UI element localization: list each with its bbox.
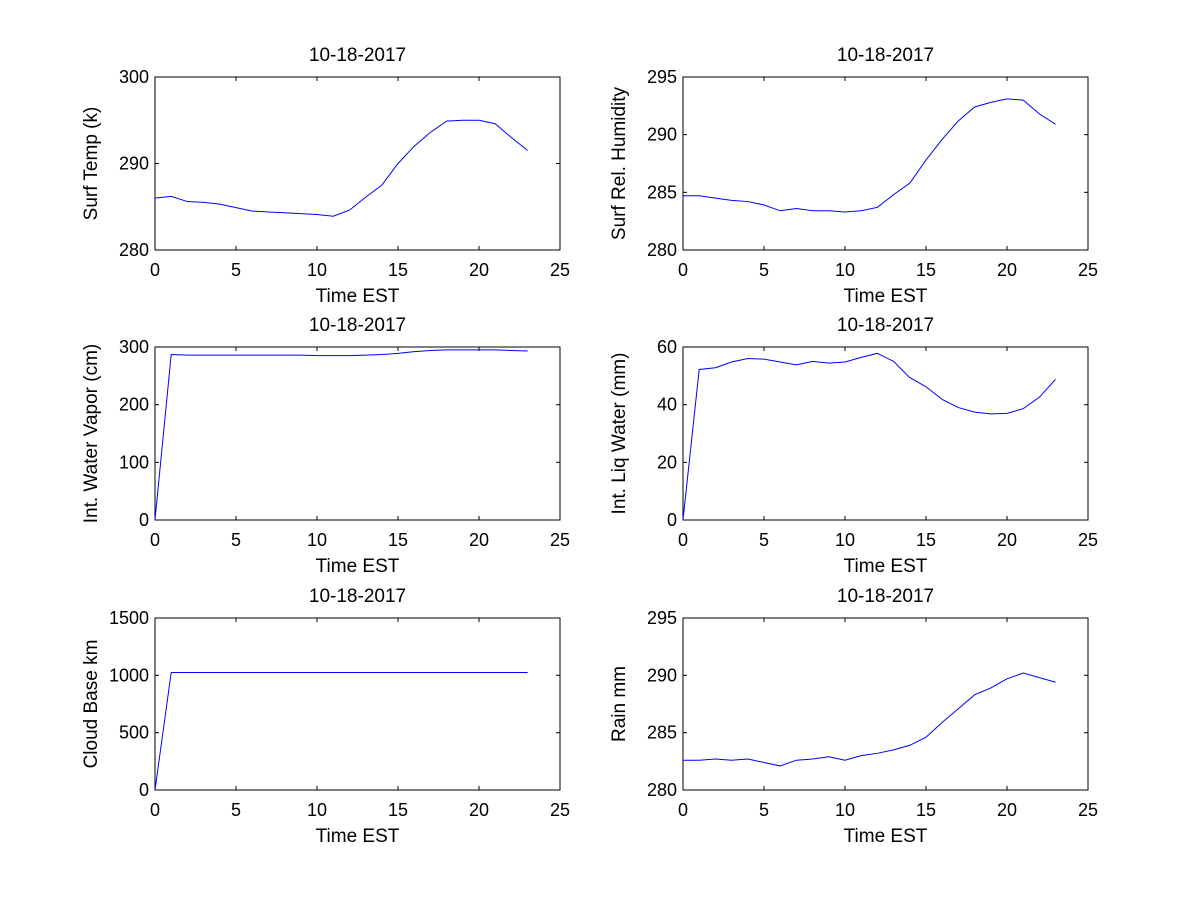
y-tick-label: 1500 (109, 608, 149, 628)
x-tick-label: 25 (1078, 260, 1098, 280)
x-tick-label: 15 (916, 530, 936, 550)
chart-title: 10-18-2017 (309, 586, 406, 607)
x-tick-label: 10 (307, 530, 327, 550)
y-axis-label: Int. Water Vapor (cm) (81, 344, 102, 523)
chart-title: 10-18-2017 (309, 45, 406, 66)
x-tick-label: 25 (1078, 800, 1098, 820)
x-tick-label: 0 (150, 530, 160, 550)
x-tick-label: 15 (388, 800, 408, 820)
x-tick-label: 5 (231, 260, 241, 280)
series-line (154, 671, 528, 791)
y-tick-label: 40 (657, 395, 677, 415)
axes-frame (154, 76, 561, 251)
x-axis-label: Time EST (844, 826, 928, 847)
axes-frame (154, 617, 561, 791)
y-tick-label: 280 (119, 240, 149, 260)
chart-title: 10-18-2017 (309, 315, 406, 336)
y-axis-label: Cloud Base km (81, 640, 102, 769)
x-tick-label: 25 (550, 530, 570, 550)
x-tick-label: 20 (469, 260, 489, 280)
subplot-3: 0 5 10 15 20 25 0 100 200 300 10-18-2017 Time EST In… (81, 315, 570, 577)
series-line (682, 352, 1056, 521)
x-tick-label: 25 (1078, 530, 1098, 550)
y-tick-label: 295 (647, 67, 677, 87)
series-line (154, 349, 528, 521)
y-tick-label: 60 (657, 337, 677, 357)
x-tick-label: 5 (231, 800, 241, 820)
y-axis-label: Int. Liq Water (mm) (609, 353, 630, 515)
x-axis-label: Time EST (316, 556, 400, 577)
y-tick-label: 0 (139, 510, 149, 530)
y-tick-label: 300 (119, 67, 149, 87)
subplot-6: 0 5 10 15 20 25 280 285 290 295 10-18-2017 Time EST… (609, 586, 1098, 847)
x-axis-label: Time EST (316, 826, 400, 847)
x-tick-label: 10 (835, 260, 855, 280)
x-tick-label: 25 (550, 260, 570, 280)
x-axis-label: Time EST (844, 556, 928, 577)
x-tick-label: 0 (678, 800, 688, 820)
x-tick-label: 15 (916, 260, 936, 280)
y-tick-label: 290 (119, 154, 149, 174)
y-tick-label: 20 (657, 452, 677, 472)
subplot-2: 0 5 10 15 20 25 280 285 290 295 10-18-2017 Time EST… (609, 45, 1098, 307)
x-tick-label: 10 (307, 800, 327, 820)
chart-title: 10-18-2017 (837, 315, 934, 336)
x-tick-label: 20 (997, 530, 1017, 550)
x-tick-label: 10 (835, 800, 855, 820)
y-tick-label: 1000 (109, 665, 149, 685)
series-line (154, 119, 528, 217)
x-tick-label: 10 (835, 530, 855, 550)
x-tick-label: 5 (759, 260, 769, 280)
series-line (683, 98, 1056, 213)
y-axis-label: Rain mm (609, 666, 630, 742)
x-tick-label: 25 (550, 800, 570, 820)
y-axis-label: Surf Rel. Humidity (609, 86, 630, 240)
y-tick-label: 285 (647, 182, 677, 202)
axes-frame (682, 346, 1089, 521)
x-tick-label: 0 (678, 260, 688, 280)
x-tick-label: 15 (388, 260, 408, 280)
y-tick-label: 100 (119, 452, 149, 472)
y-tick-label: 290 (647, 665, 677, 685)
y-axis-label: Surf Temp (k) (81, 107, 102, 221)
y-tick-label: 0 (139, 780, 149, 800)
x-tick-label: 0 (150, 260, 160, 280)
chart-title: 10-18-2017 (837, 45, 934, 66)
subplot-1: 0 5 10 15 20 25 280 290 300 10-18-2017 Time EST Sur… (81, 45, 570, 307)
y-tick-label: 300 (119, 337, 149, 357)
subplot-5: 0 5 10 15 20 25 0 500 1000 1500 10-18-2017 Time EST… (81, 586, 570, 847)
axes-frame (682, 76, 1089, 251)
y-tick-label: 280 (647, 240, 677, 260)
y-tick-label: 0 (667, 510, 677, 530)
x-tick-label: 5 (759, 800, 769, 820)
x-tick-label: 15 (388, 530, 408, 550)
chart-title: 10-18-2017 (837, 586, 934, 607)
x-axis-label: Time EST (844, 286, 928, 307)
x-tick-label: 10 (307, 260, 327, 280)
x-tick-label: 20 (469, 530, 489, 550)
y-tick-label: 500 (119, 723, 149, 743)
axes-frame (682, 617, 1089, 791)
x-tick-label: 0 (678, 530, 688, 550)
y-tick-label: 285 (647, 723, 677, 743)
axes-frame (154, 346, 561, 521)
x-tick-label: 5 (759, 530, 769, 550)
x-tick-label: 5 (231, 530, 241, 550)
y-tick-label: 280 (647, 780, 677, 800)
x-tick-label: 20 (469, 800, 489, 820)
x-tick-label: 0 (150, 800, 160, 820)
x-tick-label: 20 (997, 800, 1017, 820)
y-tick-label: 295 (647, 608, 677, 628)
y-tick-label: 200 (119, 395, 149, 415)
y-tick-label: 290 (647, 125, 677, 145)
x-tick-label: 15 (916, 800, 936, 820)
x-tick-label: 20 (997, 260, 1017, 280)
series-line (683, 672, 1056, 767)
subplot-4: 0 5 10 15 20 25 0 20 40 60 10-18-2017 Time EST Int. … (609, 315, 1098, 577)
x-axis-label: Time EST (316, 286, 400, 307)
